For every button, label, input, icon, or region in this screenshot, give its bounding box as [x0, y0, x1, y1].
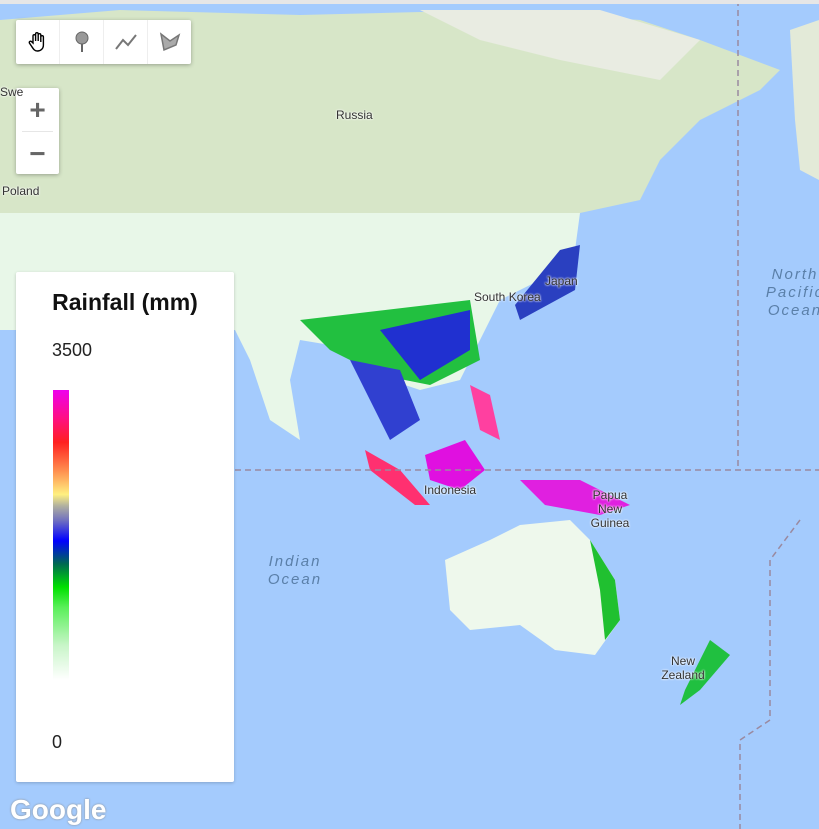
label-papua-new-guinea: Papua New Guinea [590, 488, 630, 530]
label-south-korea: South Korea [474, 290, 541, 304]
rainfall-new-zealand [680, 640, 730, 705]
polygon-tool-button[interactable] [148, 20, 191, 64]
label-russia: Russia [336, 108, 373, 122]
alaska-land [790, 20, 819, 180]
rainfall-asia [0, 213, 580, 440]
zoom-control: + − [16, 88, 59, 174]
legend-min-value: 0 [52, 732, 63, 752]
legend-max-value: 3500 [52, 340, 93, 360]
label-japan: Japan [545, 274, 578, 288]
arctic-land [420, 10, 700, 80]
point-tool-button[interactable] [60, 20, 104, 64]
rainfall-japan [515, 245, 580, 320]
rainfall-sumatra [365, 450, 430, 505]
rainfall-philippines [470, 385, 500, 440]
label-indonesia: Indonesia [424, 483, 477, 497]
rainfall-australia [445, 520, 620, 655]
polygon-icon [159, 32, 180, 52]
label-new-zealand: New Zealand [661, 654, 705, 682]
drawing-toolbar [16, 20, 191, 64]
rainfall-borneo [425, 440, 485, 490]
google-logo: Google [10, 794, 107, 825]
label-north-pacific-ocean: North Pacific Ocean [765, 266, 819, 319]
rainfall-china-blue [380, 310, 470, 380]
legend-title: Rainfall (mm) [52, 289, 198, 315]
zoom-out-button[interactable]: − [29, 137, 46, 169]
label-sweden: Swe [0, 85, 24, 99]
zoom-divider [22, 131, 53, 132]
zoom-in-button[interactable]: + [29, 93, 46, 125]
legend-color-bar [53, 390, 69, 680]
polyline-icon [114, 34, 137, 50]
rainfall-legend: Rainfall (mm) 3500 0 [16, 272, 234, 782]
hand-icon [28, 32, 44, 52]
rainfall-indochina [350, 360, 420, 440]
label-poland: Poland [2, 184, 40, 198]
rainfall-australia-coast [590, 540, 620, 640]
label-indian-ocean: Indian Ocean [267, 553, 323, 588]
top-bar [0, 0, 819, 4]
marker-icon [75, 31, 88, 52]
pan-tool-button[interactable] [16, 20, 60, 64]
date-line [235, 0, 819, 829]
rainfall-png [520, 480, 630, 515]
line-tool-button[interactable] [104, 20, 148, 64]
